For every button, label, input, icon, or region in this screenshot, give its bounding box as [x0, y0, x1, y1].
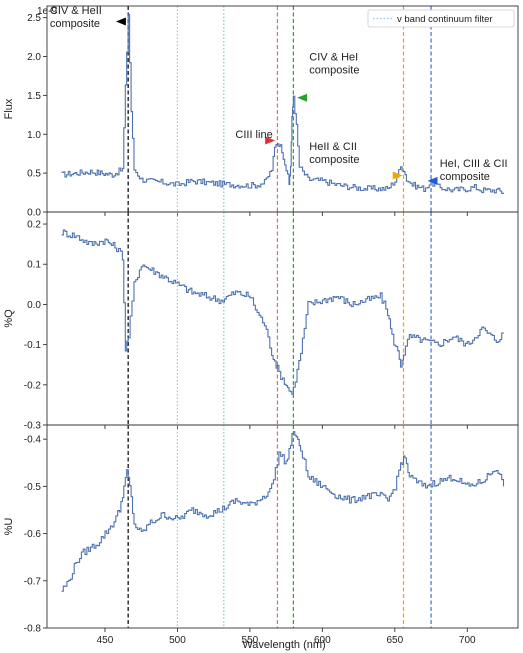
annotation-line: CIV & HeII — [50, 5, 102, 17]
y-tick-label: -0.6 — [24, 529, 42, 540]
x-axis-label: Wavelength (nm) — [242, 639, 325, 651]
panel-2: -0.3 -0.2 -0.1 0.0 0.1 0.2 %Q — [3, 211, 519, 432]
y-tick-label: 0.0 — [27, 300, 41, 311]
legend: v band continuum filter — [367, 9, 515, 28]
y-tick-label: 0.1 — [27, 260, 41, 271]
annotation-1: CIV & HeII composite — [50, 5, 102, 30]
y-tick-label: -0.3 — [24, 421, 42, 432]
y-tick-label: 1.5 — [27, 91, 41, 102]
y-tick-label: -0.5 — [24, 482, 42, 493]
annotation-line: composite — [309, 64, 359, 76]
y-axis-label: Flux — [3, 98, 15, 119]
y-tick-label: -0.8 — [24, 624, 42, 635]
y-tick-label: -0.2 — [24, 380, 42, 391]
y-tick-label: 0.5 — [27, 169, 41, 180]
annotation-3: CIV & HeI composite — [309, 51, 359, 76]
annotation-5: HeI, CIII & CII composite — [440, 158, 508, 183]
annotation-line: CIV & HeI — [309, 51, 358, 63]
line-marker-2 — [265, 136, 276, 145]
series-line-pct-u — [61, 431, 505, 592]
legend-box — [367, 9, 515, 28]
line-marker-5 — [427, 176, 438, 185]
y-tick-label: 2.0 — [27, 52, 41, 63]
series-line-pct-q — [61, 229, 505, 395]
annotation-4: HeII & CII composite — [309, 141, 359, 166]
annotation-line: composite — [50, 18, 100, 30]
axes-frame — [46, 424, 519, 629]
y-axis-label: %Q — [3, 309, 15, 328]
y-axis-label: %U — [3, 518, 15, 536]
y-tick-label: -0.4 — [24, 435, 42, 446]
axes-frame — [46, 211, 519, 426]
annotation-line: composite — [309, 154, 359, 166]
x-tick-label: 550 — [242, 635, 259, 646]
x-tick-label: 700 — [459, 635, 476, 646]
line-marker-3 — [297, 93, 308, 102]
annotation-line: composite — [440, 171, 490, 183]
annotation-line: HeI, CIII & CII — [440, 158, 508, 170]
y-tick-label: 0.0 — [27, 208, 41, 219]
y-tick-label: -0.1 — [24, 340, 42, 351]
annotation-line: HeII & CII — [309, 141, 357, 153]
x-tick-label: 600 — [314, 635, 331, 646]
line-marker-4 — [392, 171, 403, 180]
x-tick-label: 450 — [97, 635, 114, 646]
y-tick-label: -0.7 — [24, 576, 42, 587]
y-tick-label: 0.2 — [27, 220, 41, 231]
x-tick-label: 650 — [386, 635, 403, 646]
panel-3: -0.8 -0.7 -0.6 -0.5 -0.4 %U 450 500 550 600 650 700 — [3, 424, 519, 646]
annotation-2: CIII line — [235, 129, 272, 141]
series-line-flux — [61, 13, 505, 194]
x-tick-label: 500 — [169, 635, 186, 646]
y-tick-label: 2.5 — [27, 13, 41, 24]
line-marker-1 — [115, 17, 126, 26]
y-tick-label: 1.0 — [27, 130, 41, 141]
annotation-line: CIII line — [235, 129, 272, 141]
y-offset-text: 1e-9 — [37, 6, 57, 17]
legend-label: v band continuum filter — [397, 14, 493, 25]
